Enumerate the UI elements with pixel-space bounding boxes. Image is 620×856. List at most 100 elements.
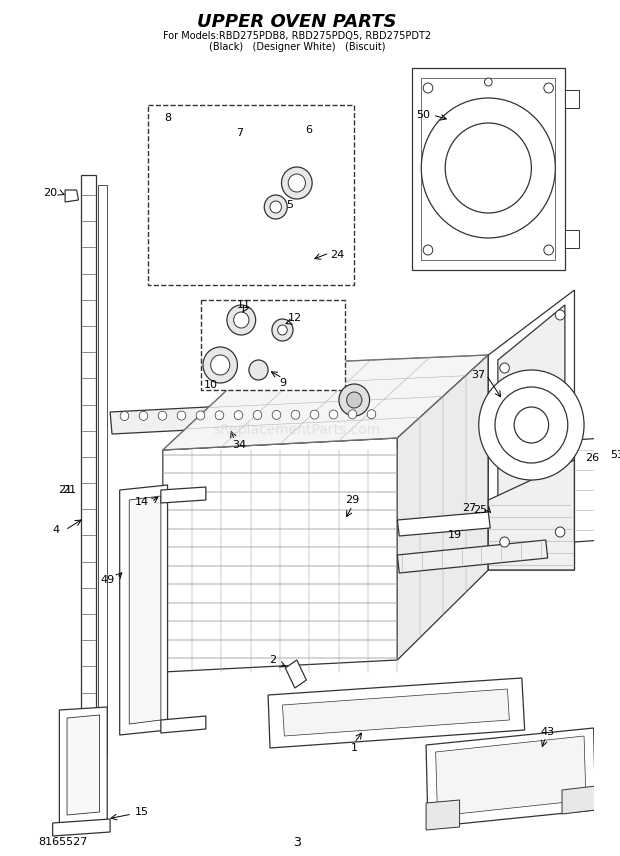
Polygon shape xyxy=(161,716,206,733)
Polygon shape xyxy=(421,78,556,260)
Polygon shape xyxy=(489,460,575,570)
Polygon shape xyxy=(148,105,354,285)
Polygon shape xyxy=(397,512,490,536)
Circle shape xyxy=(227,305,255,335)
Circle shape xyxy=(348,410,356,419)
Circle shape xyxy=(177,411,186,420)
Text: 10: 10 xyxy=(203,380,218,390)
Circle shape xyxy=(253,411,262,419)
Circle shape xyxy=(556,527,565,537)
Circle shape xyxy=(196,411,205,420)
Circle shape xyxy=(495,387,568,463)
Text: 9: 9 xyxy=(279,378,286,388)
Circle shape xyxy=(423,83,433,93)
Circle shape xyxy=(500,363,510,373)
Text: 8: 8 xyxy=(164,113,171,123)
Text: 19: 19 xyxy=(448,530,462,540)
Text: 24: 24 xyxy=(330,250,344,260)
Polygon shape xyxy=(397,540,547,573)
Circle shape xyxy=(203,347,237,383)
Polygon shape xyxy=(285,660,306,688)
Polygon shape xyxy=(268,678,525,748)
Circle shape xyxy=(249,360,268,380)
Circle shape xyxy=(234,312,249,328)
Text: 14: 14 xyxy=(135,497,149,507)
Text: 25: 25 xyxy=(474,505,488,515)
Text: 11: 11 xyxy=(237,300,251,310)
Polygon shape xyxy=(426,728,596,827)
Polygon shape xyxy=(426,800,459,830)
Text: 21: 21 xyxy=(58,485,72,495)
Circle shape xyxy=(281,167,312,199)
Polygon shape xyxy=(67,715,100,815)
Circle shape xyxy=(291,410,300,419)
Text: 8165527: 8165527 xyxy=(38,837,87,847)
Polygon shape xyxy=(575,438,603,542)
Text: 20: 20 xyxy=(43,188,57,198)
Polygon shape xyxy=(60,707,107,823)
Text: 53: 53 xyxy=(611,450,620,460)
Text: 43: 43 xyxy=(541,727,555,737)
Circle shape xyxy=(367,410,376,419)
Circle shape xyxy=(544,245,554,255)
Polygon shape xyxy=(565,230,579,248)
Text: 4: 4 xyxy=(52,525,59,535)
Text: 5: 5 xyxy=(286,200,294,210)
Circle shape xyxy=(139,412,148,420)
Polygon shape xyxy=(53,819,110,836)
Circle shape xyxy=(272,319,293,341)
Polygon shape xyxy=(163,438,397,672)
Circle shape xyxy=(484,78,492,86)
Circle shape xyxy=(339,384,370,416)
Circle shape xyxy=(514,407,549,443)
Text: 3: 3 xyxy=(293,835,301,848)
Polygon shape xyxy=(98,185,107,755)
Circle shape xyxy=(544,83,554,93)
Circle shape xyxy=(500,537,510,547)
Circle shape xyxy=(421,98,556,238)
Circle shape xyxy=(234,411,243,419)
Text: 26: 26 xyxy=(585,453,599,463)
Circle shape xyxy=(479,370,584,480)
Circle shape xyxy=(120,412,129,420)
Polygon shape xyxy=(161,192,177,218)
Text: 6: 6 xyxy=(305,125,312,135)
Circle shape xyxy=(211,355,230,375)
Circle shape xyxy=(264,195,287,219)
Polygon shape xyxy=(65,190,79,202)
Circle shape xyxy=(310,410,319,419)
Polygon shape xyxy=(412,68,565,270)
Text: (Black)   (Designer White)   (Biscuit): (Black) (Designer White) (Biscuit) xyxy=(208,42,385,52)
Circle shape xyxy=(270,201,281,213)
Polygon shape xyxy=(81,175,95,760)
Text: 21: 21 xyxy=(62,485,76,495)
Text: 37: 37 xyxy=(472,370,486,380)
Polygon shape xyxy=(161,487,206,503)
Circle shape xyxy=(288,174,306,192)
Polygon shape xyxy=(110,398,385,434)
Polygon shape xyxy=(436,736,586,816)
Circle shape xyxy=(347,392,362,408)
Text: 15: 15 xyxy=(135,807,149,817)
Circle shape xyxy=(215,411,224,419)
Text: 1: 1 xyxy=(351,743,358,753)
Text: 7: 7 xyxy=(236,128,243,138)
Text: 34: 34 xyxy=(232,440,246,450)
Text: 27: 27 xyxy=(462,503,476,513)
Circle shape xyxy=(278,325,287,335)
Polygon shape xyxy=(603,448,614,463)
Polygon shape xyxy=(163,355,489,450)
Polygon shape xyxy=(498,305,565,550)
Circle shape xyxy=(329,410,338,419)
Polygon shape xyxy=(163,185,311,232)
Text: 50: 50 xyxy=(416,110,430,120)
Circle shape xyxy=(158,411,167,420)
Text: 2: 2 xyxy=(269,655,277,665)
Polygon shape xyxy=(397,355,489,660)
Text: 12: 12 xyxy=(288,313,302,323)
Text: For Models:RBD275PDB8, RBD275PDQ5, RBD275PDT2: For Models:RBD275PDB8, RBD275PDQ5, RBD27… xyxy=(162,31,431,41)
Circle shape xyxy=(556,310,565,320)
Polygon shape xyxy=(201,300,345,390)
Polygon shape xyxy=(237,165,251,188)
Text: sReplacementParts.com: sReplacementParts.com xyxy=(213,423,381,437)
